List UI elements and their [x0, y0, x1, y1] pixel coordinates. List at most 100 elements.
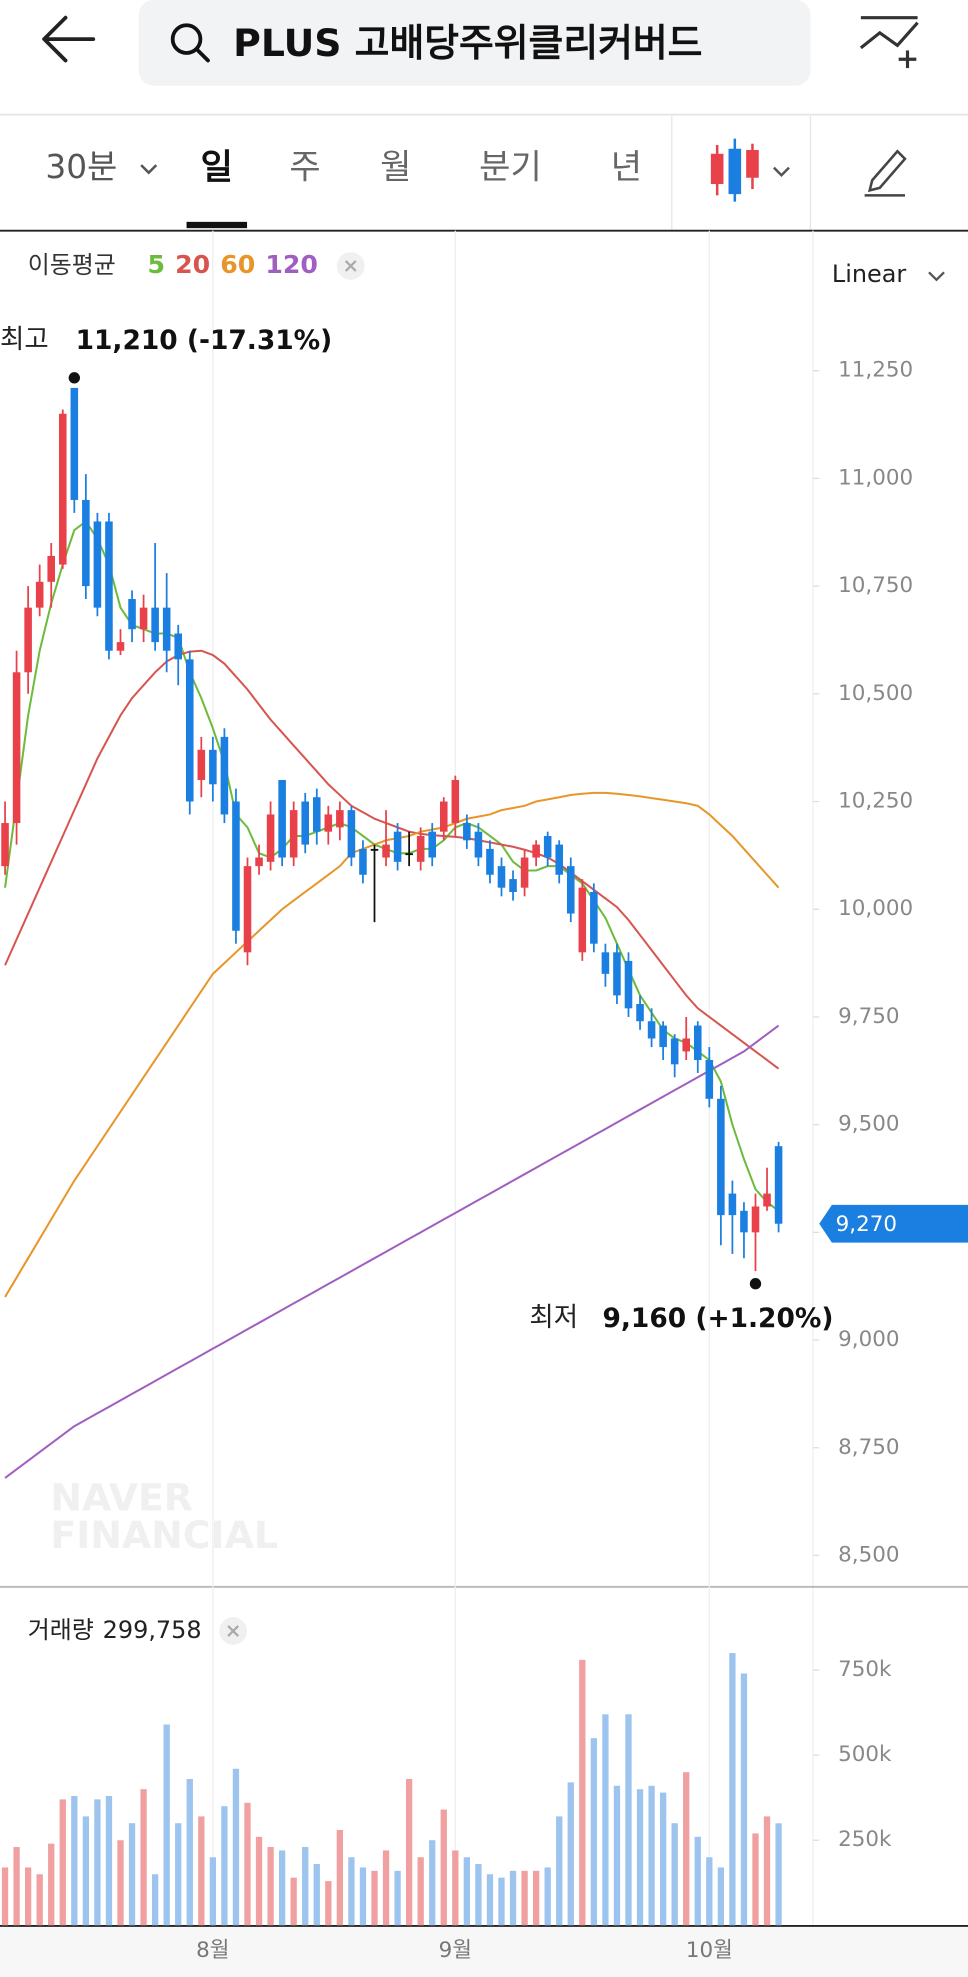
- candle-body: [105, 521, 113, 651]
- low-value: 9,160 (+1.20%): [602, 1303, 833, 1334]
- candle-body: [139, 607, 148, 630]
- scale-selector[interactable]: Linear: [832, 260, 907, 288]
- candle-body: [463, 823, 471, 841]
- candle-body: [370, 848, 379, 851]
- legend-entry: 60: [220, 250, 255, 279]
- y-tick-label: 9,000: [838, 1327, 899, 1352]
- candle-body: [347, 810, 356, 858]
- candle-body: [578, 887, 587, 953]
- draw-button[interactable]: [864, 149, 907, 197]
- high-marker: [68, 372, 80, 384]
- period-tabs: 30분 일 주 월 분기 년: [45, 115, 907, 231]
- tab[interactable]: 주: [289, 147, 320, 187]
- legend-entry: 120: [265, 250, 318, 279]
- volume-bar: [94, 1799, 101, 1926]
- volume-bar: [567, 1782, 574, 1926]
- current-price-label: 9,270: [836, 1212, 897, 1237]
- volume-bar: [24, 1867, 32, 1926]
- candle-body: [590, 891, 598, 944]
- candle-body: [405, 853, 413, 856]
- volume-bar: [244, 1802, 251, 1926]
- volume-bar: [463, 1857, 471, 1926]
- volume-bar: [544, 1867, 551, 1926]
- volume-bar: [717, 1867, 725, 1926]
- candle-body: [659, 1025, 667, 1048]
- tab[interactable]: 30분: [45, 148, 117, 186]
- volume-bar: [475, 1864, 482, 1926]
- volume-bar: [128, 1823, 136, 1926]
- y-tick-label: 10,500: [838, 681, 913, 706]
- y-tick-label: 8,750: [838, 1435, 899, 1460]
- y-tick-label: 250k: [838, 1827, 892, 1852]
- add-indicator-button[interactable]: [859, 16, 919, 69]
- volume-bar: [140, 1789, 147, 1926]
- candle-body: [209, 749, 217, 785]
- volume-value: 299,758: [103, 1616, 202, 1644]
- chart-type-button[interactable]: [710, 138, 790, 202]
- volume-bar: [13, 1847, 20, 1926]
- tab[interactable]: 분기: [479, 147, 542, 187]
- candle-body: [670, 1038, 679, 1065]
- tab[interactable]: 월: [380, 147, 411, 187]
- candle-body: [705, 1060, 714, 1099]
- tab[interactable]: 년: [611, 147, 642, 187]
- volume-close-icon: [227, 1625, 239, 1637]
- candle-body: [682, 1038, 691, 1052]
- volume-bar: [186, 1778, 193, 1926]
- candle-body: [566, 866, 575, 914]
- back-button[interactable]: [42, 15, 96, 63]
- y-tick-label: 9,750: [838, 1004, 899, 1029]
- candle-body: [312, 797, 321, 832]
- candle-body: [93, 521, 102, 608]
- candle-body: [555, 844, 564, 875]
- moving-average-line: [4, 520, 780, 1212]
- candle-body: [382, 844, 390, 858]
- volume-bar: [302, 1847, 309, 1926]
- candle-body: [12, 672, 21, 824]
- high-value: 11,210 (-17.31%): [76, 325, 333, 356]
- volume-bar: [198, 1816, 205, 1926]
- candle-body: [428, 831, 437, 858]
- plot: 8월9월10월NAVERFINANCIAL8,5008,7509,0009,25…: [0, 230, 968, 1963]
- x-tick-label: 8월: [196, 1938, 229, 1963]
- volume-bar: [694, 1836, 701, 1926]
- legend-entry: 20: [175, 250, 210, 279]
- search-box[interactable]: [138, 0, 811, 86]
- candle-body: [532, 844, 540, 858]
- candle-body: [751, 1206, 760, 1233]
- volume-bar: [232, 1768, 240, 1926]
- candle-body: [647, 1021, 656, 1039]
- volume-bar: [498, 1877, 505, 1926]
- candle-body: [47, 555, 56, 582]
- volume-bar: [151, 1874, 159, 1926]
- candle-body: [220, 736, 229, 815]
- volume-bar: [625, 1714, 632, 1926]
- candle-body: [740, 1210, 748, 1233]
- volume-bar: [313, 1864, 320, 1926]
- tab-active[interactable]: 일: [201, 147, 233, 188]
- candle-body: [543, 835, 552, 858]
- candle-body: [162, 607, 171, 651]
- volume-bar: [48, 1843, 55, 1926]
- dropdown-chevron: [140, 164, 158, 175]
- candle-body: [636, 1004, 644, 1022]
- volume-bar: [71, 1795, 78, 1926]
- moving-average-line: [4, 1024, 780, 1479]
- y-tick-label: 500k: [838, 1742, 892, 1767]
- candle-body: [197, 749, 206, 780]
- volume-bar: [509, 1870, 517, 1926]
- candle-body: [174, 633, 183, 660]
- candle-body: [439, 801, 448, 832]
- candle-body: [185, 659, 194, 802]
- volume-bar: [117, 1840, 124, 1926]
- candle-body: [763, 1193, 771, 1207]
- candle-body: [266, 814, 275, 862]
- search-icon: [194, 47, 210, 63]
- volume-bar: [486, 1874, 494, 1926]
- candle-body: [774, 1146, 783, 1224]
- y-tick-label: 8,500: [838, 1542, 899, 1567]
- volume-bar: [267, 1847, 274, 1926]
- volume-bar: [382, 1850, 390, 1926]
